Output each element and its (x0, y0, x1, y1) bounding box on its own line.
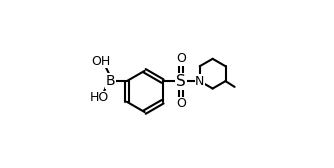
Text: OH: OH (92, 55, 111, 68)
Text: B: B (106, 74, 115, 88)
Text: O: O (176, 97, 186, 110)
Text: S: S (176, 74, 186, 89)
Text: HO: HO (90, 91, 109, 104)
Text: O: O (176, 52, 186, 65)
Text: N: N (195, 75, 204, 88)
